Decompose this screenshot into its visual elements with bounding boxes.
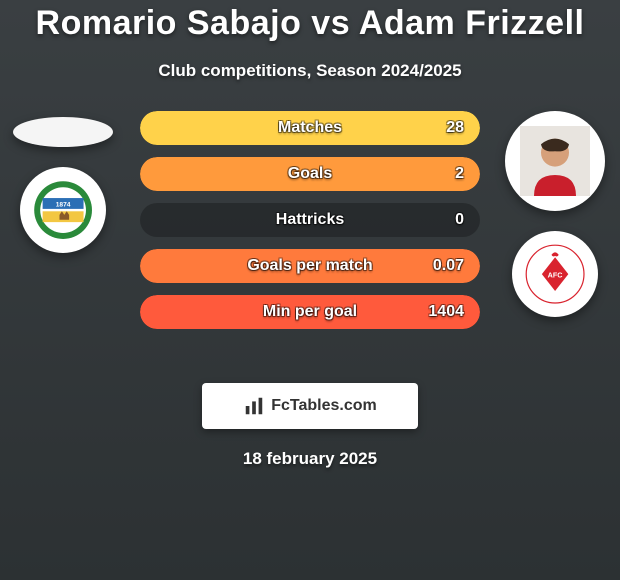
subtitle: Club competitions, Season 2024/2025 [0, 61, 620, 81]
club-crest-left: 1874 [20, 167, 106, 253]
svg-text:1874: 1874 [56, 201, 71, 208]
stat-value: 0 [455, 211, 464, 229]
left-player-column: 1874 [8, 111, 118, 253]
stat-label: Matches [278, 119, 342, 137]
stat-label: Hattricks [276, 211, 344, 229]
club-crest-right: AFC [512, 231, 598, 317]
stat-label: Min per goal [263, 303, 357, 321]
stat-value: 28 [446, 119, 464, 137]
morton-crest-icon: 1874 [33, 180, 93, 240]
person-icon [520, 126, 590, 196]
stat-row-hattricks: Hattricks 0 [140, 203, 480, 237]
stat-row-min-per-goal: Min per goal 1404 [140, 295, 480, 329]
player-avatar-right [505, 111, 605, 211]
brand-text: FcTables.com [271, 397, 377, 415]
page-title: Romario Sabajo vs Adam Frizzell [0, 0, 620, 43]
right-player-column: AFC [500, 111, 610, 317]
stat-value: 1404 [428, 303, 464, 321]
stat-label: Goals [288, 165, 332, 183]
stat-label: Goals per match [247, 257, 372, 275]
bar-chart-icon [243, 395, 265, 417]
stat-row-goals-per-match: Goals per match 0.07 [140, 249, 480, 283]
svg-text:AFC: AFC [548, 271, 564, 280]
stat-value: 2 [455, 165, 464, 183]
stat-value: 0.07 [433, 257, 464, 275]
comparison-panel: 1874 AFC Matches 28 [0, 111, 620, 371]
player-avatar-left [13, 117, 113, 147]
stat-row-goals: Goals 2 [140, 157, 480, 191]
brand-badge[interactable]: FcTables.com [202, 383, 418, 429]
airdrie-crest-icon: AFC [525, 244, 585, 304]
stat-row-matches: Matches 28 [140, 111, 480, 145]
footer-date: 18 february 2025 [0, 449, 620, 469]
stat-bars: Matches 28 Goals 2 Hattricks 0 Goals per… [140, 111, 480, 329]
